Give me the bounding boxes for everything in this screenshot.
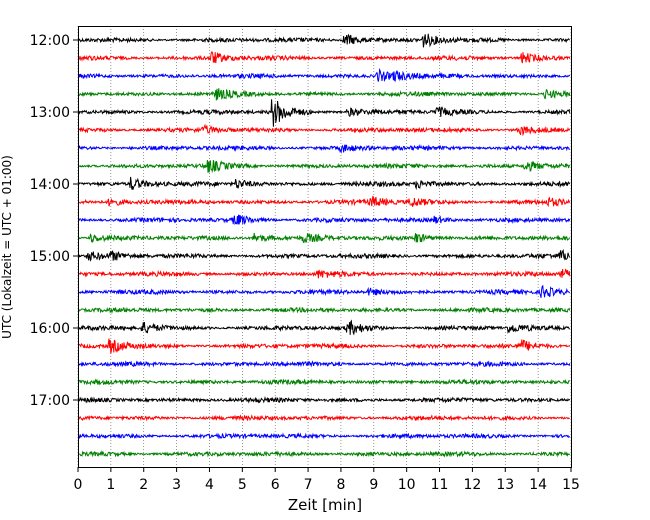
y-tick-label-4: 16:00 bbox=[30, 321, 70, 337]
trace-1700 bbox=[78, 395, 571, 404]
y-tick-label-3: 15:00 bbox=[30, 249, 70, 265]
trace-1600 bbox=[78, 319, 571, 336]
trace-1715 bbox=[78, 414, 570, 422]
trace-1415 bbox=[78, 195, 571, 208]
trace-1530 bbox=[78, 284, 571, 298]
x-tick-label-2: 2 bbox=[139, 477, 148, 493]
y-tick-label-1: 13:00 bbox=[30, 105, 70, 121]
trace-1430 bbox=[78, 214, 571, 226]
trace-1500 bbox=[78, 249, 571, 262]
x-tick-label-3: 3 bbox=[172, 477, 181, 493]
trace-1515 bbox=[78, 268, 571, 279]
trace-1545 bbox=[78, 306, 571, 315]
x-tick-label-13: 13 bbox=[496, 477, 514, 493]
x-tick-label-6: 6 bbox=[271, 477, 280, 493]
y-axis-title: UTC (Lokalzeit = UTC + 01:00) bbox=[0, 155, 14, 339]
x-tick-label-1: 1 bbox=[106, 477, 115, 493]
x-tick-label-7: 7 bbox=[304, 477, 313, 493]
y-tick-label-5: 17:00 bbox=[30, 393, 70, 409]
trace-1615 bbox=[78, 338, 571, 354]
trace-1245 bbox=[79, 88, 571, 101]
trace-1315 bbox=[78, 123, 571, 137]
x-tick-label-14: 14 bbox=[529, 477, 547, 493]
x-tick-label-8: 8 bbox=[336, 477, 345, 493]
trace-1200 bbox=[78, 33, 570, 48]
x-tick-label-0: 0 bbox=[74, 477, 83, 493]
trace-1400 bbox=[78, 176, 571, 191]
plot-frame bbox=[78, 26, 572, 468]
x-tick-label-5: 5 bbox=[238, 477, 247, 493]
y-tick-label-2: 14:00 bbox=[30, 177, 70, 193]
trace-1300 bbox=[78, 99, 571, 127]
trace-1445 bbox=[78, 232, 571, 244]
x-tick-label-15: 15 bbox=[562, 477, 580, 493]
x-tick-label-11: 11 bbox=[431, 477, 449, 493]
trace-1730 bbox=[78, 432, 571, 440]
trace-1215 bbox=[78, 51, 571, 64]
x-tick-label-12: 12 bbox=[463, 477, 481, 493]
y-tick-label-0: 12:00 bbox=[30, 33, 70, 49]
trace-1630 bbox=[78, 360, 571, 368]
trace-1745 bbox=[78, 450, 571, 458]
trace-1345 bbox=[78, 159, 571, 174]
trace-1230 bbox=[78, 67, 571, 83]
x-tick-label-9: 9 bbox=[369, 477, 378, 493]
x-tick-label-4: 4 bbox=[205, 477, 214, 493]
trace-1330 bbox=[78, 144, 570, 154]
x-axis-title: Zeit [min] bbox=[288, 496, 362, 514]
x-tick-label-10: 10 bbox=[398, 477, 416, 493]
trace-1645 bbox=[78, 378, 571, 386]
